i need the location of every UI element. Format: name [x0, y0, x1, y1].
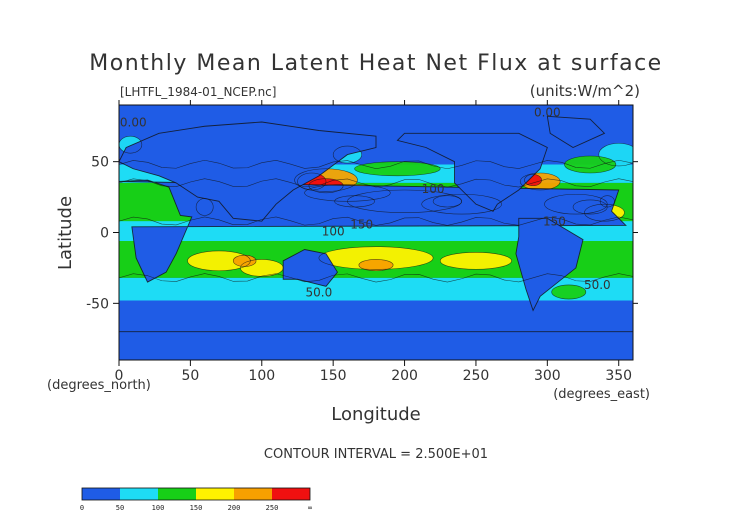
contour-label: 0.00 [534, 105, 561, 119]
contour-label: 50.0 [306, 285, 333, 299]
x-tick-label: 150 [320, 368, 347, 384]
colorbar-tick-label: 250 [266, 504, 279, 512]
contour-line [564, 155, 617, 174]
colorbar-tick-label: 0 [80, 504, 84, 512]
flux-region [318, 246, 434, 270]
x-tick-label: 50 [181, 368, 199, 384]
y-axis-label: Latitude [55, 196, 76, 270]
x-unit-note: (degrees_east) [553, 387, 650, 402]
colorbar-tick-label: 100 [152, 504, 165, 512]
contour-line [119, 216, 633, 226]
land-outline [282, 249, 339, 287]
x-tick-label: 0 [115, 368, 124, 384]
land-outline [119, 331, 633, 360]
flux-belt [119, 277, 633, 301]
y-axis: 50 0 -50 [86, 155, 638, 312]
contour-line [551, 284, 587, 300]
contour-lines [119, 135, 633, 300]
colorbar-tick-label: ∞ [308, 504, 312, 512]
contour-label: 100 [322, 224, 345, 238]
colorbar-swatch [120, 488, 158, 500]
contour-line [308, 178, 344, 194]
contour-line [354, 161, 441, 177]
y-unit-note: (degrees_north) [47, 378, 151, 393]
colorbar-tick-label: 200 [228, 504, 241, 512]
colorbar-tick-label: 150 [190, 504, 203, 512]
colorbar-swatch [196, 488, 234, 500]
contour-line [519, 172, 561, 191]
colorbar-swatch [272, 488, 310, 500]
contour-line [119, 135, 143, 154]
colorbar-swatch [234, 488, 272, 500]
x-axis-label: Longitude [331, 404, 421, 425]
flux-region [354, 161, 441, 176]
contour-line [119, 159, 633, 170]
contour-line [318, 246, 434, 270]
plot-area: 0.00 0.00 100 150 100 50.0 50.0 150 [119, 105, 633, 360]
flux-region [187, 250, 251, 271]
flux-region [440, 252, 512, 270]
flux-region [564, 156, 616, 173]
colorbar-swatch [82, 488, 120, 500]
contour-line [439, 252, 512, 270]
contour-line [240, 259, 284, 277]
contour-interval: CONTOUR INTERVAL = 2.500E+01 [264, 447, 488, 462]
contour-line [524, 174, 542, 187]
flux-region [551, 284, 586, 300]
land-outline [119, 121, 377, 222]
x-tick-label: 100 [248, 368, 275, 384]
contour-line [334, 195, 375, 208]
colorbar: 0 50 100 150 200 250 ∞ [80, 487, 312, 512]
land-outline [515, 217, 584, 312]
units-label: (units:W/m^2) [530, 82, 640, 100]
contour-line [119, 273, 633, 283]
y-tick-label: 50 [91, 155, 109, 171]
colorbar-tick-label: 50 [116, 504, 124, 512]
contour-line [421, 193, 502, 215]
x-tick-label: 200 [391, 368, 418, 384]
file-label: [LHTFL_1984-01_NCEP.nc] [120, 85, 276, 99]
contour-line [358, 259, 394, 272]
contour-line [232, 254, 257, 267]
contour-line [584, 203, 625, 222]
x-tick-label: 250 [463, 368, 490, 384]
x-tick-label: 300 [534, 368, 561, 384]
land-outline [546, 115, 606, 149]
contour-labels: 0.00 0.00 100 150 100 50.0 50.0 150 [120, 105, 611, 299]
x-tick-label: 350 [605, 368, 632, 384]
x-axis: 0 50 100 150 200 250 300 350 [115, 100, 632, 384]
contour-label: 150 [350, 217, 373, 231]
land-outline [396, 132, 548, 212]
contour-label: 0.00 [120, 115, 147, 129]
y-tick-label: 0 [100, 226, 109, 242]
contour-line [119, 178, 633, 188]
contour-label: 150 [543, 214, 566, 228]
contour-line [332, 145, 363, 164]
contour-line [599, 195, 615, 208]
contour-line [598, 142, 633, 167]
contour-line [432, 195, 462, 208]
colorbar-swatch [158, 488, 196, 500]
contour-label: 50.0 [584, 278, 611, 292]
contour-line [304, 184, 391, 202]
y-tick-label: -50 [86, 296, 109, 312]
contour-line [195, 198, 214, 216]
chart-title: Monthly Mean Latent Heat Net Flux at sur… [89, 51, 662, 76]
contour-label: 100 [422, 182, 445, 196]
flux-region [233, 255, 257, 267]
contour-line [294, 168, 358, 192]
land-outlines [119, 115, 633, 360]
colorbar-frame [81, 487, 311, 501]
flux-region [358, 259, 394, 271]
